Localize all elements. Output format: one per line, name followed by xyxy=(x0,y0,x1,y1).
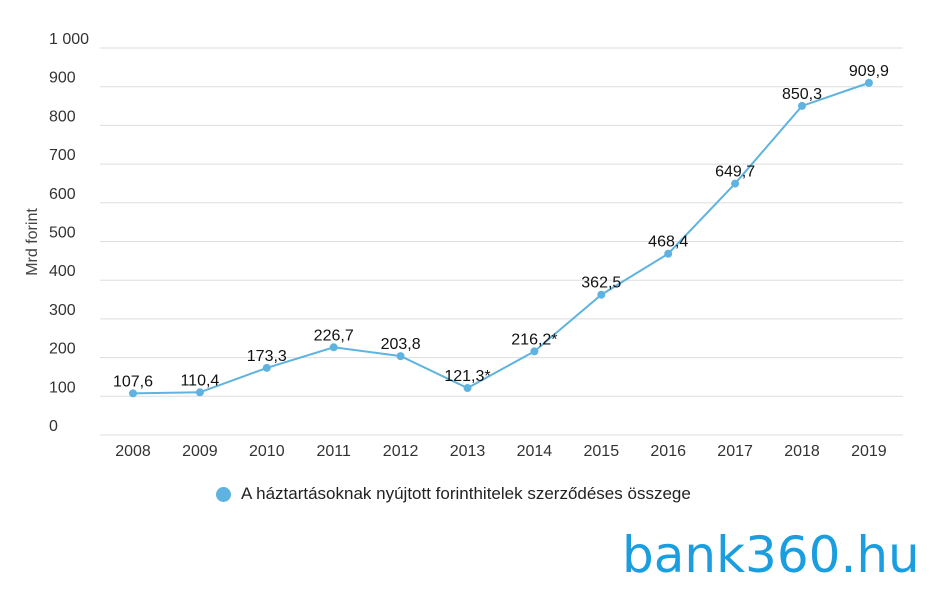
y-tick-label: 200 xyxy=(49,341,76,358)
y-tick-label: 500 xyxy=(49,225,76,242)
legend-marker xyxy=(216,486,231,502)
data-label: 909,9 xyxy=(849,63,889,80)
data-point xyxy=(329,343,338,352)
y-tick-label: 100 xyxy=(49,379,76,396)
x-tick-label: 2013 xyxy=(450,443,486,460)
y-axis-ticks: 0 100 200 300 400 500 600 700 800 900 1 000 xyxy=(49,31,89,435)
x-tick-label: 2009 xyxy=(182,443,218,460)
brand-logo: bank360.hu xyxy=(622,526,920,584)
data-point xyxy=(195,388,204,397)
legend-label: A háztartásoknak nyújtott forinthitelek … xyxy=(241,484,691,503)
x-tick-label: 2011 xyxy=(316,443,351,460)
data-label: 468,4 xyxy=(648,234,688,251)
y-axis-label: Mrd forint xyxy=(24,208,41,276)
data-label: 649,7 xyxy=(715,164,755,181)
y-tick-label: 900 xyxy=(49,70,76,87)
x-tick-label: 2019 xyxy=(851,443,887,460)
data-points xyxy=(129,78,873,398)
series-polyline xyxy=(132,81,870,395)
y-tick-label: 0 xyxy=(49,418,58,435)
data-point xyxy=(396,352,405,361)
data-point xyxy=(463,384,472,393)
y-tick-label: 300 xyxy=(49,302,76,319)
data-label: 362,5 xyxy=(581,275,621,292)
data-point xyxy=(597,290,606,299)
data-label: 216,2* xyxy=(511,331,557,348)
data-label: 226,7 xyxy=(314,327,354,344)
x-tick-label: 2018 xyxy=(784,443,820,460)
x-tick-label: 2008 xyxy=(115,443,151,460)
x-tick-label: 2017 xyxy=(717,443,753,460)
data-label: 203,8 xyxy=(381,336,421,353)
data-point xyxy=(664,249,673,258)
data-point xyxy=(731,179,740,188)
data-point xyxy=(864,78,873,87)
legend: A háztartásoknak nyújtott forinthitelek … xyxy=(216,484,691,504)
data-point xyxy=(129,389,137,398)
series-line xyxy=(132,81,870,395)
data-label: 173,3 xyxy=(247,348,287,365)
data-labels: 107,6 110,4 173,3 226,7 203,8 121,3* 216,2* 362… xyxy=(113,63,889,390)
y-tick-label: 700 xyxy=(49,147,76,164)
data-label: 107,6 xyxy=(113,373,153,390)
data-point xyxy=(798,101,806,110)
x-axis-ticks: 2008 2009 2010 2011 2012 2013 2014 2015 2016 2017… xyxy=(115,443,887,460)
y-tick-label: 600 xyxy=(49,186,76,203)
x-tick-label: 2016 xyxy=(650,443,686,460)
data-label: 110,4 xyxy=(180,372,219,389)
x-tick-label: 2012 xyxy=(383,443,419,460)
x-tick-label: 2015 xyxy=(584,443,620,460)
data-label: 850,3 xyxy=(782,86,822,103)
y-tick-label: 1 000 xyxy=(49,31,89,48)
data-label: 121,3* xyxy=(444,368,490,385)
data-point xyxy=(262,363,271,372)
y-tick-label: 400 xyxy=(49,263,76,280)
data-point xyxy=(530,347,539,356)
y-tick-label: 800 xyxy=(49,108,76,125)
x-tick-label: 2010 xyxy=(249,443,285,460)
gridlines xyxy=(100,47,903,436)
x-tick-label: 2014 xyxy=(517,443,553,460)
